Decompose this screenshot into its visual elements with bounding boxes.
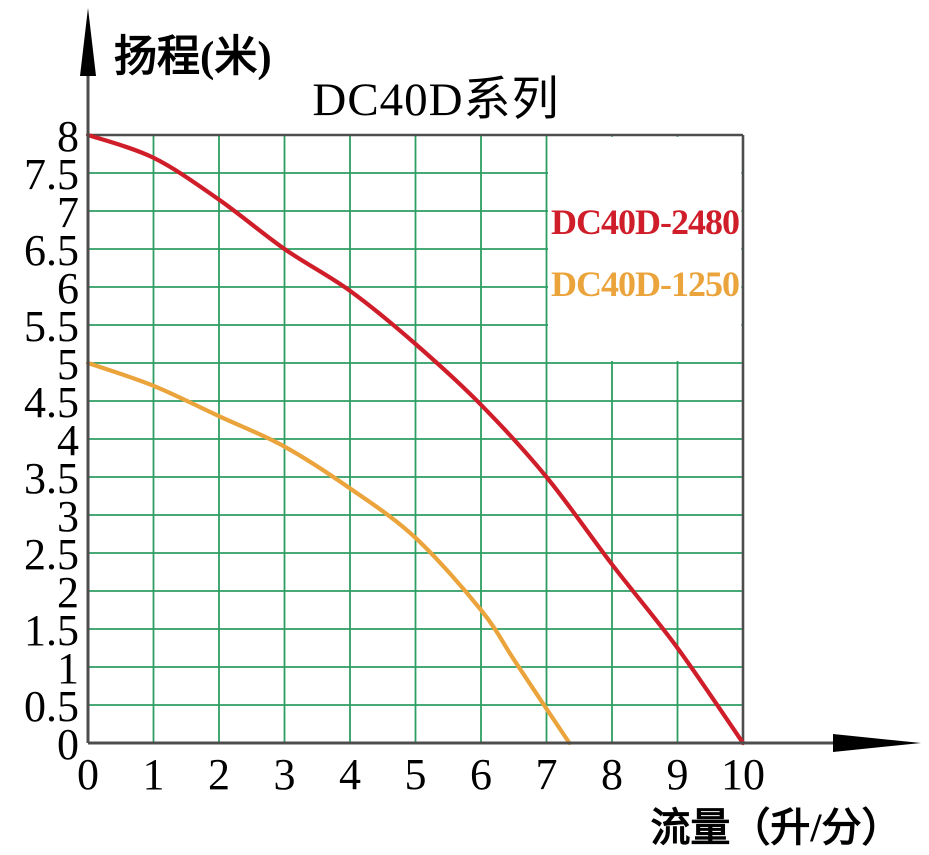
x-axis-arrow-icon [833,734,921,752]
x-tick-label: 9 [667,750,689,799]
y-tick-label: 2.5 [24,530,79,579]
legend-background [548,136,742,361]
y-tick-label: 8 [57,112,79,161]
y-tick-label: 3.5 [24,454,79,503]
y-tick-label: 0.5 [24,682,79,731]
curve-dc40d-2480 [85,132,746,746]
y-tick-label: 3 [57,492,79,541]
x-axis-label: 流量（升/分） [650,805,902,850]
y-tick-label: 1 [57,644,79,693]
x-tick-label: 10 [721,750,765,799]
y-tick-label: 4 [57,416,79,465]
x-tick-label: 1 [143,750,165,799]
y-tick-label: 5.5 [24,302,79,351]
x-tick-label: 0 [77,750,99,799]
x-tick-label: 5 [405,750,427,799]
y-tick-label: 2 [57,568,79,617]
y-axis-label: 扬程(米) [114,34,272,81]
x-tick-label: 3 [274,750,296,799]
y-tick-label: 4.5 [24,378,79,427]
y-tick-label: 1.5 [24,606,79,655]
chart-title: DC40D系列 [312,74,560,126]
curve-dc40d-1250 [85,360,572,746]
x-tick-label: 6 [470,750,492,799]
y-tick-label: 6.5 [24,226,79,275]
y-axis-arrow-icon [80,8,96,76]
y-tick-label: 0 [57,720,79,769]
y-tick-label: 7 [57,188,79,237]
x-tick-label: 8 [601,750,623,799]
legend-item-dc40d-2480: DC40D-2480 [551,202,740,242]
x-tick-label: 4 [339,750,361,799]
x-tick-label: 7 [536,750,558,799]
legend-item-dc40d-1250: DC40D-1250 [551,264,740,304]
x-tick-label: 2 [208,750,230,799]
y-tick-label: 7.5 [24,150,79,199]
y-tick-label: 5 [57,340,79,389]
y-tick-label: 6 [57,264,79,313]
